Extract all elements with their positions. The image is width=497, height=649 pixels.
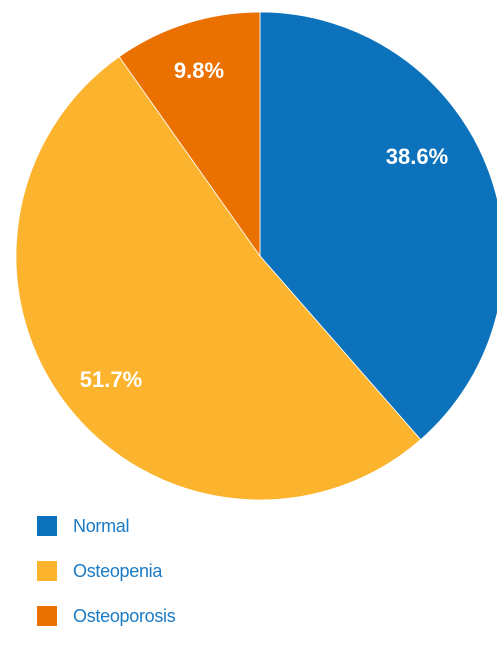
- pie-slice-normal[interactable]: [259, 11, 497, 441]
- data-label-osteoporosis: 9.8%: [174, 58, 224, 83]
- legend-item-osteopenia[interactable]: Osteopenia: [37, 559, 175, 583]
- legend-item-osteoporosis[interactable]: Osteoporosis: [37, 604, 176, 628]
- data-label-osteopenia: 51.7%: [80, 367, 142, 392]
- pie-slice-osteopenia[interactable]: [15, 56, 422, 501]
- legend-label-osteopenia: Osteopenia: [73, 560, 163, 581]
- legend: Normal Osteopenia Osteoporosis: [37, 514, 176, 649]
- pie-data-labels: 38.6% 51.7% 9.8%: [80, 58, 448, 392]
- legend-swatch-osteoporosis: [37, 606, 57, 626]
- legend-swatch-normal: [37, 516, 57, 536]
- legend-item-normal[interactable]: Normal: [37, 514, 175, 538]
- data-label-normal: 38.6%: [386, 144, 448, 169]
- pie-slices: [15, 11, 497, 501]
- legend-label-osteoporosis: Osteoporosis: [73, 605, 176, 626]
- pie-chart: 38.6% 51.7% 9.8%: [15, 11, 497, 501]
- legend-label-normal: Normal: [73, 515, 130, 536]
- pie-slice-osteoporosis[interactable]: [118, 11, 261, 258]
- legend-swatch-osteopenia: [37, 561, 57, 581]
